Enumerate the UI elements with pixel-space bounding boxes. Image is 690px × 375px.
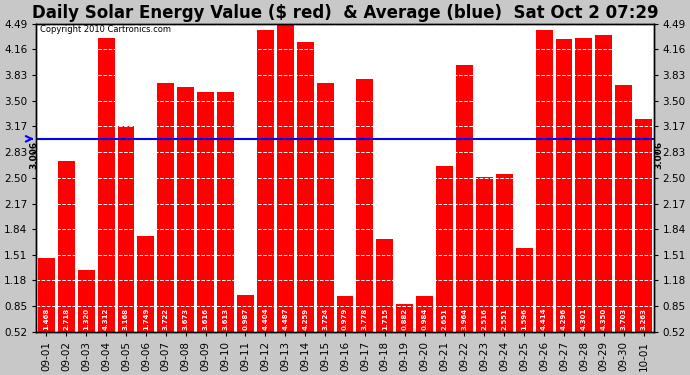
Text: 3.778: 3.778	[362, 308, 368, 330]
Text: 0.979: 0.979	[342, 308, 348, 330]
Bar	[357, 79, 373, 332]
Text: 2.651: 2.651	[442, 308, 448, 330]
Bar	[317, 83, 333, 332]
Bar	[416, 296, 433, 332]
Bar	[535, 30, 553, 332]
Text: 3.964: 3.964	[462, 308, 467, 330]
Bar	[137, 236, 155, 332]
Bar	[58, 161, 75, 332]
Bar	[237, 296, 254, 332]
Bar	[436, 166, 453, 332]
Bar	[615, 85, 632, 332]
Text: 4.301: 4.301	[581, 308, 587, 330]
Text: 3.613: 3.613	[223, 308, 228, 330]
Text: 1.596: 1.596	[521, 308, 527, 330]
Bar	[595, 34, 612, 332]
Text: 2.516: 2.516	[482, 308, 487, 330]
Bar	[98, 38, 115, 332]
Text: 0.984: 0.984	[422, 308, 428, 330]
Bar	[277, 24, 294, 332]
Text: 3.722: 3.722	[163, 308, 169, 330]
Text: 3.006: 3.006	[655, 140, 664, 168]
Bar	[476, 177, 493, 332]
Bar	[197, 92, 214, 332]
Text: 4.350: 4.350	[601, 308, 607, 330]
Bar	[157, 83, 175, 332]
Bar	[117, 126, 135, 332]
Bar	[555, 39, 573, 332]
Text: 3.006: 3.006	[30, 140, 39, 168]
Text: 1.320: 1.320	[83, 308, 89, 330]
Bar	[635, 119, 652, 332]
Bar	[38, 258, 55, 332]
Bar	[376, 239, 393, 332]
Bar	[177, 87, 194, 332]
Bar	[396, 304, 413, 332]
Text: 4.312: 4.312	[103, 308, 109, 330]
Text: 0.987: 0.987	[242, 308, 248, 330]
Text: 1.468: 1.468	[43, 308, 50, 330]
Text: Copyright 2010 Cartronics.com: Copyright 2010 Cartronics.com	[39, 25, 170, 34]
Text: 0.882: 0.882	[402, 308, 408, 330]
Text: 1.715: 1.715	[382, 308, 388, 330]
Bar	[515, 248, 533, 332]
Text: 3.263: 3.263	[640, 308, 647, 330]
Bar	[78, 270, 95, 332]
Bar	[257, 30, 274, 332]
Bar	[297, 42, 314, 332]
Bar	[575, 38, 592, 332]
Text: 2.718: 2.718	[63, 308, 69, 330]
Text: 4.296: 4.296	[561, 308, 567, 330]
Text: 2.551: 2.551	[501, 308, 507, 330]
Text: 4.259: 4.259	[302, 308, 308, 330]
Text: 3.724: 3.724	[322, 308, 328, 330]
Text: 4.414: 4.414	[541, 308, 547, 330]
Text: 4.487: 4.487	[282, 308, 288, 330]
Bar	[217, 92, 234, 332]
Text: 3.673: 3.673	[183, 308, 189, 330]
Text: 3.168: 3.168	[123, 308, 129, 330]
Text: 3.703: 3.703	[621, 308, 627, 330]
Text: 1.749: 1.749	[143, 308, 149, 330]
Text: 3.616: 3.616	[203, 308, 208, 330]
Bar	[496, 174, 513, 332]
Text: 4.404: 4.404	[262, 308, 268, 330]
Bar	[337, 296, 353, 332]
Bar	[456, 64, 473, 332]
Title: Daily Solar Energy Value ($ red)  & Average (blue)  Sat Oct 2 07:29: Daily Solar Energy Value ($ red) & Avera…	[32, 4, 658, 22]
